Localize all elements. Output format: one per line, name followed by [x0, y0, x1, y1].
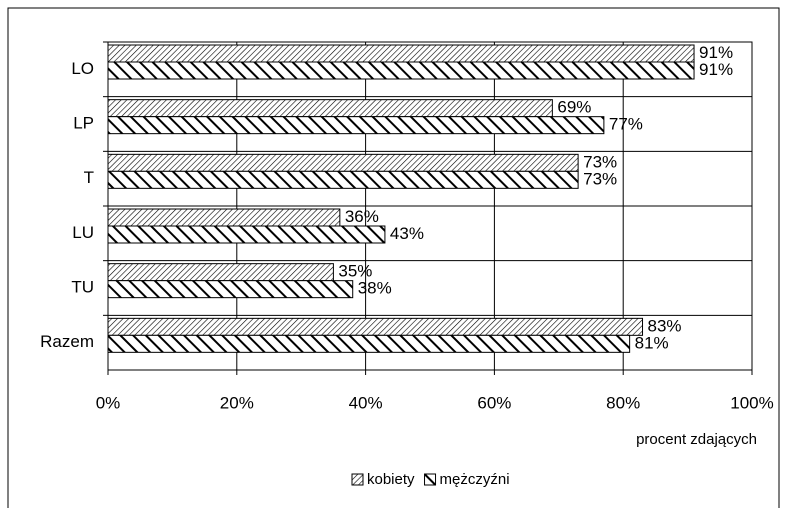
value-label: 69%: [557, 98, 591, 117]
x-tick-label: 0%: [96, 393, 121, 412]
x-tick-label: 40%: [349, 393, 383, 412]
y-tick-label: LU: [72, 223, 94, 242]
value-label: 77%: [609, 115, 643, 134]
legend-label: mężczyźni: [440, 471, 510, 488]
value-label: 38%: [358, 279, 392, 298]
value-label: 43%: [390, 224, 424, 243]
legend-label: kobiety: [367, 471, 415, 488]
bar: [107, 208, 341, 227]
bar: [107, 280, 354, 299]
bar: [107, 99, 553, 118]
value-label: 91%: [699, 43, 733, 62]
chart-frame: [7, 7, 780, 508]
value-label: 73%: [583, 152, 617, 171]
bar: [107, 153, 579, 172]
x-tick-label: 80%: [606, 393, 640, 412]
value-label: 36%: [345, 207, 379, 226]
x-tick-label: 20%: [220, 393, 254, 412]
x-tick-label: 100%: [730, 393, 773, 412]
y-tick-label: TU: [71, 277, 94, 296]
value-label: 81%: [635, 333, 669, 352]
bar: [107, 116, 605, 135]
y-tick-label: T: [84, 168, 94, 187]
x-tick-label: 60%: [477, 393, 511, 412]
x-axis-title: procent zdających: [636, 431, 757, 448]
value-label: 91%: [699, 60, 733, 79]
bar: [107, 61, 695, 80]
bar: [107, 334, 631, 353]
y-tick-label: LP: [73, 113, 94, 132]
y-tick-label: Razem: [40, 332, 94, 351]
bar: [107, 263, 334, 282]
value-label: 73%: [583, 169, 617, 188]
bar: [107, 317, 644, 336]
y-tick-label: LO: [71, 59, 94, 78]
legend-swatch: [351, 473, 364, 486]
bar: [107, 225, 386, 244]
value-label: 83%: [648, 316, 682, 335]
legend-swatch: [424, 473, 437, 486]
value-label: 35%: [338, 262, 372, 281]
bar: [107, 170, 579, 189]
bar: [107, 44, 695, 63]
